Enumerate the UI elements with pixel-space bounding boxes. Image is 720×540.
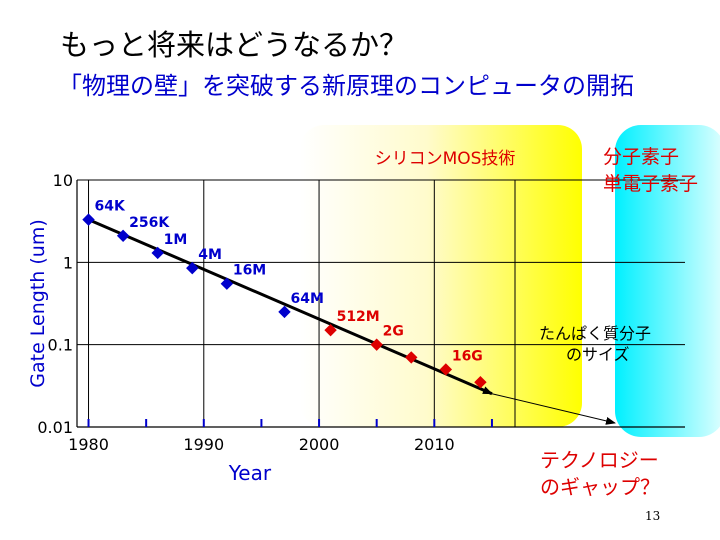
data-label: 1M	[164, 232, 188, 248]
data-label: 4M	[198, 247, 222, 263]
data-point-marker	[82, 213, 95, 226]
data-point-marker	[474, 375, 487, 389]
data-label: 64K	[95, 199, 126, 215]
silicon-region-label: シリコンMOS技術	[375, 149, 516, 169]
y-tick-label: 0.1	[48, 336, 73, 355]
data-point-marker	[439, 363, 453, 376]
x-axis-title: Year	[228, 461, 272, 485]
molecular-region-label-1: 分子素子	[603, 146, 679, 168]
x-tick-label: 1980	[68, 435, 109, 454]
trend-arrow	[87, 218, 493, 396]
data-point-marker	[278, 305, 291, 319]
silicon-region-background	[300, 125, 582, 427]
y-axis-title: Gate Length (um)	[27, 219, 49, 388]
slide-subtitle: 「物理の壁」を突破する新原理のコンピュータの開拓	[58, 72, 634, 100]
molecular-region-label-2: 単電子素子	[603, 173, 698, 195]
data-point-marker	[405, 351, 418, 364]
data-label: 512M	[337, 309, 380, 325]
x-tick-label: 2000	[299, 435, 340, 454]
technology-gap-label-1: テクノロジー	[540, 448, 659, 472]
protein-size-pointer	[491, 393, 616, 425]
technology-gap-label-2: のギャップ？	[540, 475, 660, 499]
slide-title: もっと将来はどうなるか？	[60, 28, 409, 62]
data-point-marker	[324, 323, 337, 337]
data-point-marker	[116, 229, 130, 243]
data-point-marker	[370, 338, 383, 351]
data-label: 64M	[290, 291, 323, 307]
y-tick-label: 1	[63, 253, 73, 272]
y-tick-label: 0.01	[37, 418, 73, 437]
protein-size-label-2: のサイズ	[566, 345, 630, 364]
molecular-region-background	[615, 125, 720, 437]
data-label: 2G	[383, 324, 404, 340]
x-tick-label: 2010	[414, 435, 455, 454]
data-label: 256K	[129, 215, 170, 231]
data-label: 16M	[233, 263, 266, 279]
y-tick-label: 10	[53, 171, 73, 190]
data-point-marker	[220, 277, 234, 290]
protein-size-label-1: たんぱく質分子	[539, 324, 651, 343]
data-point-marker	[151, 246, 164, 260]
x-tick-label: 1990	[183, 435, 224, 454]
slide-number: 13	[645, 509, 661, 523]
data-point-marker	[186, 261, 199, 275]
data-label: 16G	[452, 348, 483, 364]
